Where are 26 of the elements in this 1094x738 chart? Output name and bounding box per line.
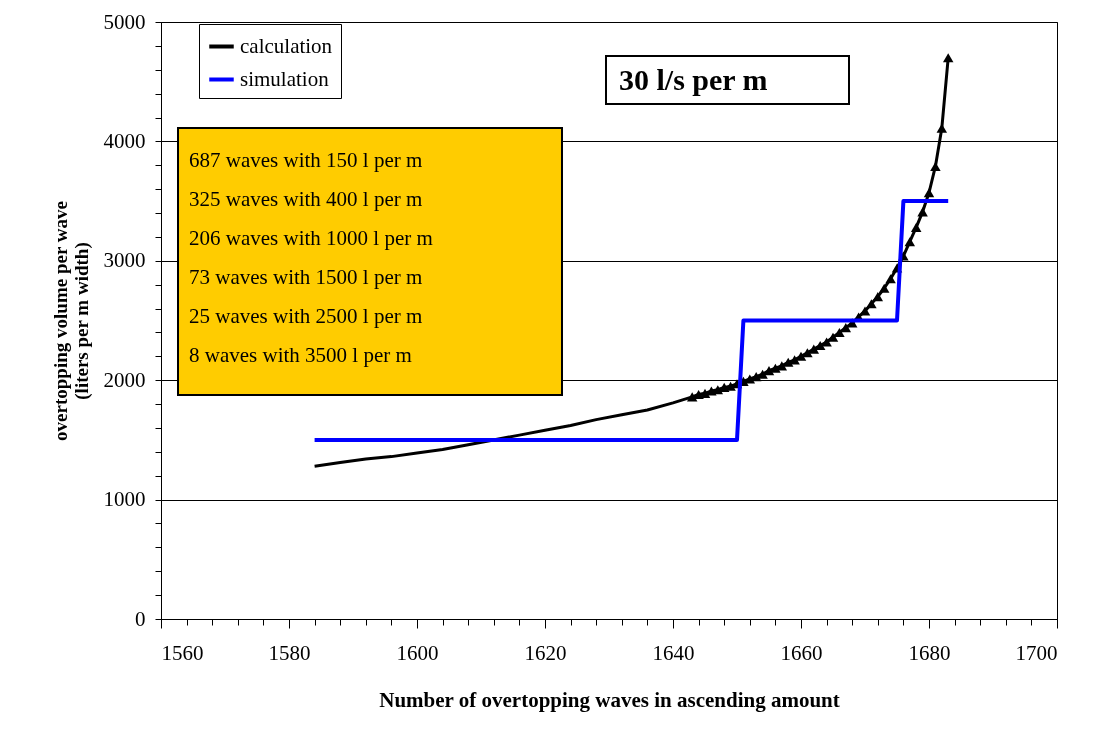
- y-tick-label: 5000: [103, 9, 146, 34]
- annotation: 206 waves with 1000 l per m: [189, 226, 433, 250]
- annotation: 8 waves with 3500 l per m: [189, 343, 412, 367]
- annotation: 25 waves with 2500 l per m: [189, 304, 423, 328]
- x-tick-label: 1620: [524, 640, 567, 665]
- y-axis-title: overtopping volume per wave (liters per m width): [49, 201, 93, 441]
- y-tick-label: 4000: [103, 128, 146, 153]
- x-tick-label: 1600: [396, 640, 439, 665]
- x-tick-label: 1580: [268, 640, 311, 665]
- x-tick-label: 1640: [652, 640, 695, 665]
- legend-label: simulation: [240, 66, 330, 91]
- x-tick-label: 1680: [908, 640, 951, 665]
- annotation: 30 l/s per m: [619, 63, 768, 96]
- legend-label: calculation: [240, 33, 333, 58]
- x-tick-label: 1660: [780, 640, 823, 665]
- x-tick-label: 1700: [1015, 640, 1058, 665]
- y-tick-label: 3000: [103, 248, 146, 273]
- annotation: 687 waves with 150 l per m: [189, 148, 423, 172]
- annotation: 73 waves with 1500 l per m: [189, 265, 423, 289]
- heading-box: 30 l/s per m: [605, 55, 850, 105]
- x-axis-title: Number of overtopping waves in ascending amount: [379, 687, 840, 712]
- y-tick-label: 2000: [103, 367, 146, 392]
- y-tick-label: 0: [135, 606, 146, 631]
- y-tick-label: 1000: [103, 487, 146, 512]
- annotation: 325 waves with 400 l per m: [189, 187, 423, 211]
- x-tick-label: 1560: [161, 640, 204, 665]
